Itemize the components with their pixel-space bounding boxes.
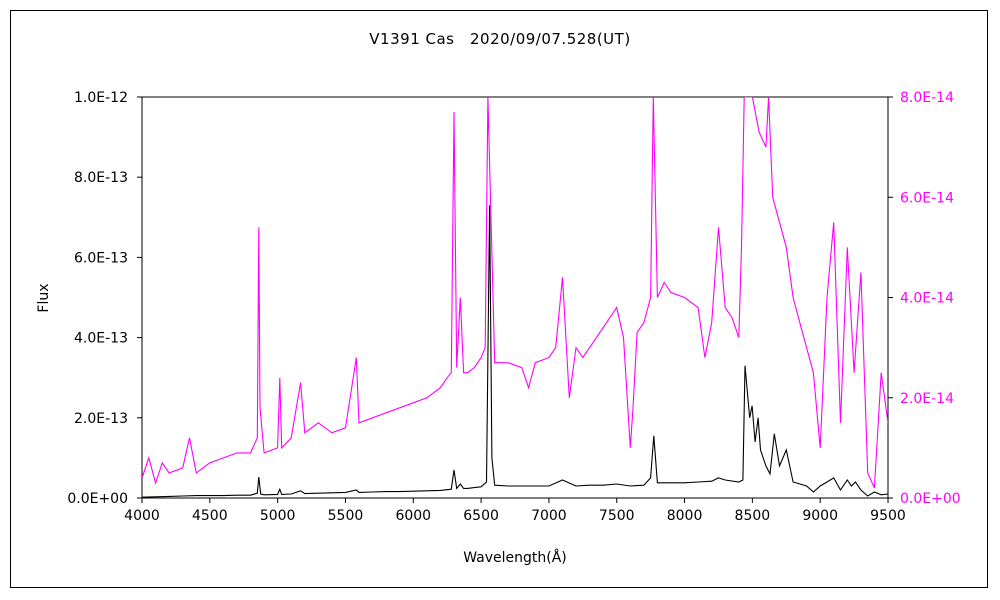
chart-frame [10,10,988,588]
plot-area-border [141,96,889,499]
right-y-tick-label: 8.0E-14 [900,90,954,106]
chart-title: V1391 Cas 2020/09/07.528(UT) [369,30,631,48]
x-tick-label: 8000 [667,508,703,524]
y-axis-label: Flux [36,283,52,312]
black-spectrum-line [142,205,888,498]
left-y-tick-label: 4.0E-13 [74,331,128,347]
right-y-tick-label: 4.0E-14 [900,291,954,307]
x-tick-label: 5000 [260,508,296,524]
left-y-tick-label: 0.0E+00 [67,491,128,507]
x-tick-label: 8500 [735,508,771,524]
series-layer [142,97,888,498]
left-y-tick-label: 8.0E-13 [74,170,128,186]
x-tick-label: 6000 [395,508,431,524]
x-tick-label: 5500 [328,508,364,524]
x-tick-label: 7500 [599,508,635,524]
right-y-tick-label: 2.0E-14 [900,391,954,407]
left-y-axis-ticks: 0.0E+00 2.0E-13 4.0E-13 6.0E-13 8.0E-13 1.0E-… [67,90,142,507]
x-tick-label: 9000 [802,508,838,524]
x-axis-label: Wavelength(Å) [463,549,567,566]
right-y-tick-label: 6.0E-14 [900,190,954,206]
x-tick-label: 7000 [531,508,567,524]
left-y-tick-label: 6.0E-13 [74,250,128,266]
x-axis-ticks: 4000 4500 5000 5500 6000 6500 7000 7500 8000 8500… [124,498,906,524]
x-tick-label: 4500 [192,508,228,524]
left-y-tick-label: 1.0E-12 [74,90,128,106]
x-tick-label: 9500 [870,508,906,524]
magenta-spectrum-line [142,97,888,489]
left-y-tick-label: 2.0E-13 [74,411,128,427]
right-y-tick-label: 0.0E+00 [900,491,961,507]
x-tick-label: 4000 [124,508,160,524]
right-y-axis-ticks: 0.0E+00 2.0E-14 4.0E-14 6.0E-14 8.0E-14 [888,90,961,507]
x-tick-label: 6500 [463,508,499,524]
